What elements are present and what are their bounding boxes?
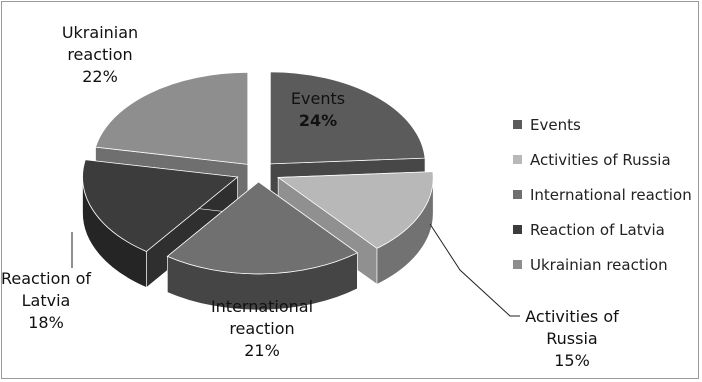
legend-item-events: Events: [530, 116, 581, 134]
data-label-activities-of-russia: Activities of: [525, 307, 619, 326]
slice-labels: Events 24% Activities of Russia 15% Internati…: [1, 23, 619, 370]
legend-swatch-international-reaction: [513, 190, 522, 199]
legend-item-reaction-of-latvia: Reaction of Latvia: [530, 221, 665, 239]
legend-swatch-ukrainian-reaction: [513, 260, 522, 269]
data-label-reaction-of-latvia: Latvia: [22, 291, 71, 310]
data-label-pct-international-reaction: 21%: [244, 341, 280, 360]
data-label-pct-reaction-of-latvia: 18%: [28, 313, 64, 332]
data-label-international-reaction: International: [211, 297, 313, 316]
slice-top: [82, 159, 239, 252]
legend: Events Activities of Russia International …: [513, 116, 692, 274]
legend-swatch-activities-of-russia: [513, 155, 522, 164]
leader-activities-of-russia: [429, 223, 520, 317]
legend-swatch-reaction-of-latvia: [513, 225, 522, 234]
slice-top: [269, 71, 426, 165]
legend-item-ukrainian-reaction: Ukrainian reaction: [530, 256, 668, 274]
slice-top: [95, 71, 249, 165]
leader-lines: [71, 223, 520, 317]
data-label-pct-events: 24%: [299, 111, 337, 130]
data-label-international-reaction: reaction: [229, 319, 294, 338]
data-label-activities-of-russia: Russia: [546, 329, 597, 348]
pie-slices: [82, 71, 434, 311]
legend-item-activities-of-russia: Activities of Russia: [530, 151, 671, 169]
slice-top: [166, 181, 359, 275]
data-label-ukrainian-reaction: reaction: [67, 45, 132, 64]
slice-international-reaction: [166, 181, 359, 311]
data-label-reaction-of-latvia: Reaction of: [1, 269, 91, 288]
data-label-events: Events: [291, 89, 345, 108]
data-label-pct-activities-of-russia: 15%: [554, 351, 590, 370]
slice-reaction-of-latvia: [82, 159, 239, 289]
legend-swatch-events: [513, 120, 522, 129]
slice-top: [277, 171, 434, 249]
data-label-ukrainian-reaction: Ukrainian: [62, 23, 138, 42]
legend-item-international-reaction: International reaction: [530, 186, 692, 204]
data-label-pct-ukrainian-reaction: 22%: [82, 67, 118, 86]
